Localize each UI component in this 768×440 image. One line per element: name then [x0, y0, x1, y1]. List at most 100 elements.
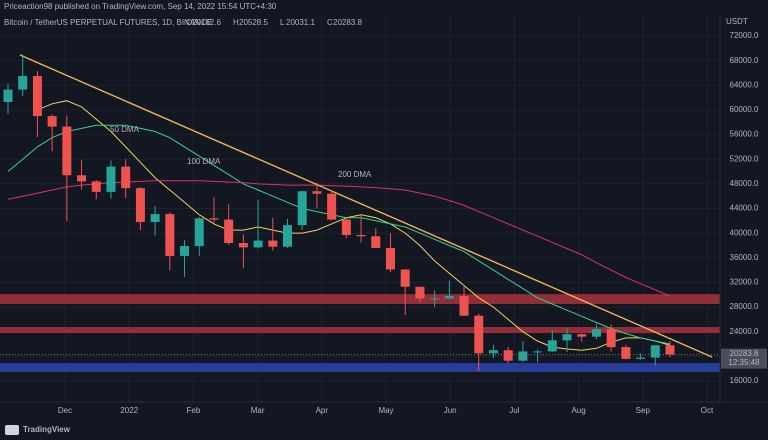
brand: TradingView [23, 425, 71, 434]
currency: USDT [726, 17, 748, 26]
ohlc-value: 20283.8 [333, 18, 362, 27]
candle-body [400, 269, 410, 287]
y-tick-label: 64000.0 [730, 80, 759, 89]
candle-body [385, 247, 395, 270]
y-tick-label: 28000.0 [730, 302, 759, 311]
candle-body [150, 214, 160, 223]
y-tick-label: 36000.0 [730, 253, 759, 262]
y-tick-label: 16000.0 [730, 376, 759, 385]
x-tick-label: Dec [58, 406, 72, 415]
x-tick-label: Jun [444, 406, 457, 415]
candle-body [194, 218, 204, 247]
candle-body [327, 193, 337, 220]
moving-average-label: 50 DMA [110, 125, 140, 134]
x-tick-label: Jul [509, 406, 519, 415]
candle-body [312, 191, 322, 194]
candle-body [577, 334, 587, 337]
candle-body [636, 357, 646, 359]
x-tick-label: May [378, 406, 393, 415]
candles [3, 54, 675, 372]
candle-body [165, 214, 175, 256]
ohlc-value: 20031.1 [286, 18, 315, 27]
moving-average [7, 124, 671, 345]
x-tick-label: Sep [636, 406, 651, 415]
x-tick-label: Feb [187, 406, 201, 415]
candle-body [488, 350, 498, 354]
moving-average [37, 100, 671, 351]
candle-body [341, 219, 351, 235]
grid [0, 14, 720, 402]
price-zone [0, 327, 720, 334]
y-tick-label: 48000.0 [730, 179, 759, 188]
ohlc-label: H [233, 18, 239, 27]
moving-average-label: 200 DMA [338, 170, 372, 179]
ohlc-label: C [327, 18, 333, 27]
price-zone [0, 294, 720, 304]
candle-body [606, 329, 616, 348]
candle-body [180, 246, 190, 256]
x-tick-label: Aug [571, 406, 585, 415]
candle-body [562, 334, 572, 341]
ohlc-label: L [280, 18, 285, 27]
candle-body [62, 126, 72, 176]
candle-body [91, 181, 101, 192]
candle-body [297, 191, 307, 226]
ohlc-label: O [186, 18, 192, 27]
candle-body [533, 351, 543, 353]
candle-body [474, 315, 484, 354]
moving-average [7, 180, 671, 297]
overlays: 50 DMA 100 DMA 200 DMA [7, 100, 671, 351]
symbol: Bitcoin / TetherUS PERPETUAL FUTURES, 1D… [4, 18, 212, 27]
ohlc-value: 20528.5 [239, 18, 268, 27]
candle-body [665, 345, 675, 355]
candle-body [209, 218, 219, 220]
candle-body [135, 188, 145, 223]
candle-body [253, 240, 263, 248]
candle-body [591, 329, 601, 337]
price-tag-countdown: 12:35:48 [728, 358, 760, 367]
x-tick-label: 2022 [120, 406, 138, 415]
candle-body [444, 295, 454, 299]
ohlc-value: 20162.6 [192, 18, 221, 27]
y-tick-label: 52000.0 [730, 154, 759, 163]
trend-line [19, 54, 713, 358]
y-tick-label: 60000.0 [730, 105, 759, 114]
candle-body [621, 347, 631, 359]
y-tick-label: 68000.0 [730, 56, 759, 65]
y-tick-label: 24000.0 [730, 327, 759, 336]
candle-body [459, 295, 469, 316]
price-tag [721, 348, 767, 369]
candle-body [283, 225, 293, 247]
candle-body [121, 166, 131, 189]
ohlc: O 20162.6 H 20528.5 L 20031.1 C 20283.8 [186, 18, 362, 27]
footer [0, 420, 768, 440]
candle-body [18, 76, 28, 90]
candle-body [3, 89, 13, 102]
candle-body [430, 298, 440, 300]
zones [0, 294, 720, 373]
publisher: Priceaction98 published on TradingView.c… [4, 2, 277, 11]
candle-body [224, 219, 234, 244]
y-tick-label: 56000.0 [730, 130, 759, 139]
moving-average-label: 100 DMA [187, 157, 221, 166]
candle-body [32, 76, 42, 117]
candle-body [503, 350, 513, 361]
candle-body [415, 286, 425, 299]
candle-body [650, 345, 660, 358]
candle-body [356, 234, 366, 237]
candle-body [371, 236, 381, 248]
price-zone [0, 363, 720, 373]
price-tag-value: 20283.8 [730, 349, 759, 358]
candle-body [238, 243, 248, 248]
candle-body [106, 166, 116, 192]
candle-body [547, 340, 557, 352]
y-tick-label: 40000.0 [730, 228, 759, 237]
y-tick-label: 72000.0 [730, 31, 759, 40]
candle-body [47, 116, 57, 127]
y-tick-label: 32000.0 [730, 278, 759, 287]
candle-body [77, 175, 87, 182]
candle-body [268, 240, 278, 247]
logo [5, 425, 19, 435]
